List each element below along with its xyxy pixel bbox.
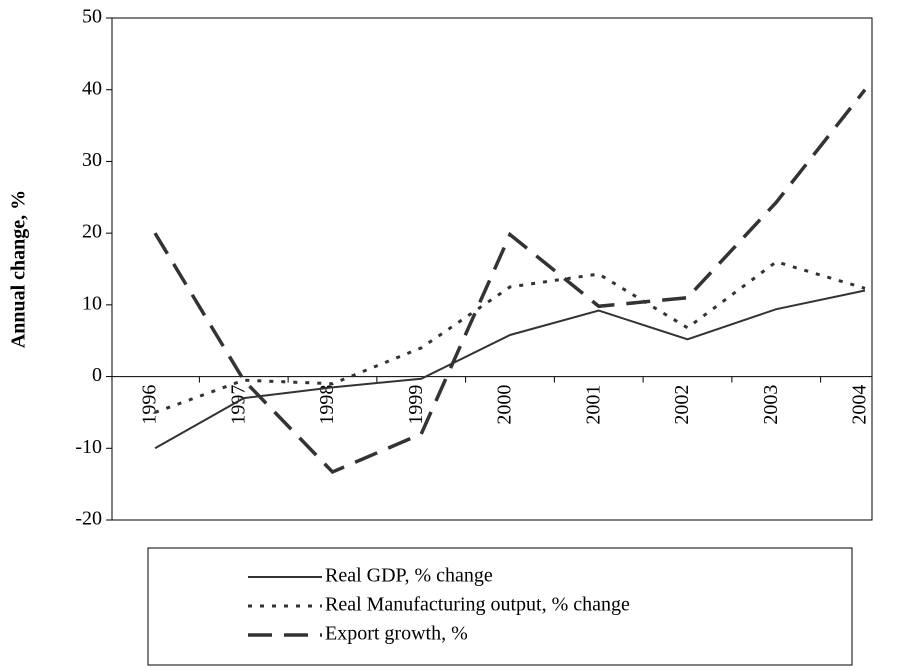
y-tick-label: -10 xyxy=(75,436,102,458)
legend-label: Export growth, % xyxy=(325,623,468,645)
x-tick-label: 2001 xyxy=(582,385,604,425)
x-tick-label: 1999 xyxy=(405,385,427,425)
x-tick-label: 1997 xyxy=(227,385,249,425)
legend-label: Real Manufacturing output, % change xyxy=(325,594,630,616)
y-tick-label: 0 xyxy=(92,364,102,386)
legend-label: Real GDP, % change xyxy=(325,565,493,587)
y-tick-label: 10 xyxy=(82,292,102,314)
legend-box xyxy=(147,547,853,666)
y-tick-label: 30 xyxy=(82,149,102,171)
x-tick-label: 2000 xyxy=(494,385,516,425)
x-tick-label: 1996 xyxy=(139,385,161,425)
x-tick-label: 2003 xyxy=(760,385,782,425)
x-tick-label: 2002 xyxy=(671,385,693,425)
x-tick-label: 1998 xyxy=(316,385,338,425)
x-tick-label: 2004 xyxy=(849,385,871,425)
y-tick-label: -20 xyxy=(75,508,102,530)
y-tick-label: 50 xyxy=(82,6,102,28)
y-tick-label: 40 xyxy=(82,77,102,99)
y-tick-label: 20 xyxy=(82,221,102,243)
series-line xyxy=(153,88,867,475)
series-line xyxy=(154,289,866,450)
y-axis-label: Annual change, % xyxy=(8,190,30,348)
series-line xyxy=(154,260,866,414)
plot-area xyxy=(111,17,873,521)
